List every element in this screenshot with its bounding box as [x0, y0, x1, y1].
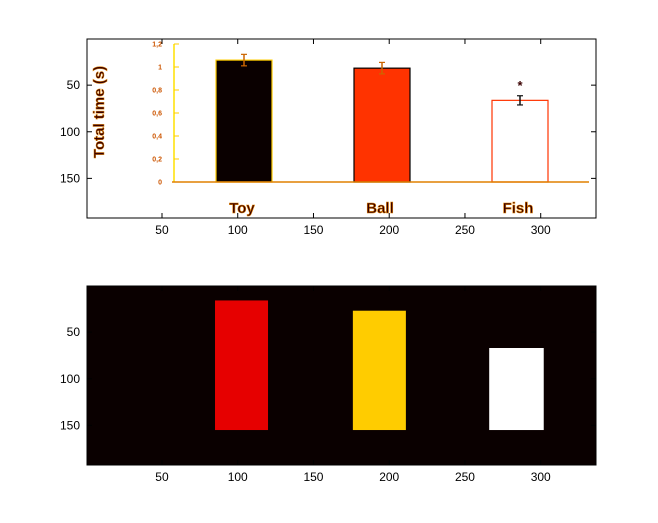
- y-tick-label: 100: [60, 372, 80, 386]
- x-tick-label: 150: [303, 223, 323, 237]
- x-tick-label: 250: [455, 470, 475, 484]
- x-tick-label: 200: [379, 470, 399, 484]
- inner-y-tick-label: 0,4: [152, 134, 162, 141]
- inner-y-axis-label: Total time (s): [91, 66, 108, 158]
- category-label-ball: Ball: [366, 200, 394, 217]
- y-tick-label: 50: [67, 325, 81, 339]
- y-tick-label: 150: [60, 418, 80, 432]
- x-tick-label: 300: [531, 223, 551, 237]
- x-tick-label: 50: [155, 470, 169, 484]
- y-tick-label: 150: [60, 171, 80, 185]
- x-tick-label: 150: [303, 470, 323, 484]
- x-tick-label: 250: [455, 223, 475, 237]
- x-tick-label: 300: [531, 470, 551, 484]
- y-tick-label: 50: [67, 78, 81, 92]
- inner-y-tick-label: 0: [158, 180, 162, 187]
- x-tick-label: 100: [228, 470, 248, 484]
- inner-y-tick-label: 1: [158, 65, 162, 72]
- category-label-toy: Toy: [229, 200, 255, 217]
- inner-y-tick-label: 0,8: [152, 88, 162, 95]
- x-tick-label: 100: [228, 223, 248, 237]
- axes-frame: [86, 285, 597, 466]
- significance-marker: *: [517, 78, 523, 93]
- region-toy: [215, 300, 269, 431]
- bar-ball: [353, 67, 411, 183]
- inner-y-tick-label: 1,2: [152, 42, 162, 49]
- x-tick-label: 50: [155, 223, 169, 237]
- inner-y-tick-label: 0,2: [152, 157, 162, 164]
- bottom-axes: 50 100 150 200 250 300 50 100 150: [60, 285, 597, 484]
- region-ball: [352, 310, 406, 431]
- bar-fish: [491, 99, 549, 183]
- x-tick-label: 200: [379, 223, 399, 237]
- category-label-fish: Fish: [503, 200, 534, 217]
- region-fish: [489, 347, 544, 431]
- top-axes: 0 0,2 0,4 0,6 0,8 1 1,2 Toy Ball Fish * Total time …: [60, 38, 597, 237]
- y-tick-label: 100: [60, 125, 80, 139]
- axes-frame: [86, 38, 597, 219]
- inner-y-tick-label: 0,6: [152, 111, 162, 118]
- bar-toy: [215, 59, 273, 183]
